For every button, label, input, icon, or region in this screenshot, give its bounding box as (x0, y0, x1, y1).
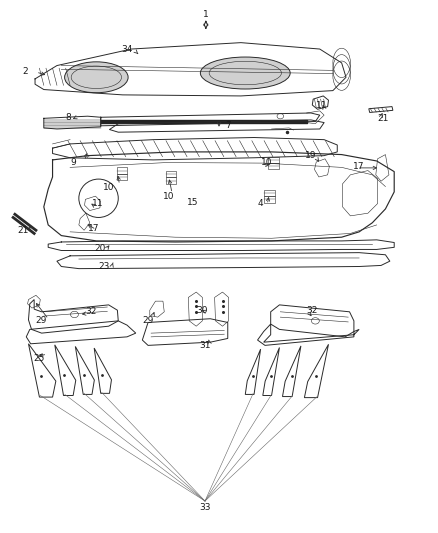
Text: 21: 21 (378, 114, 389, 123)
Bar (117, 174, 127, 180)
Text: 23: 23 (99, 262, 110, 271)
Text: 17: 17 (353, 162, 365, 171)
Text: 29: 29 (142, 317, 154, 325)
Text: 4: 4 (258, 199, 263, 208)
Bar (117, 167, 127, 174)
Text: 21: 21 (17, 226, 28, 235)
Text: 29: 29 (35, 317, 46, 325)
Text: 2: 2 (22, 68, 28, 76)
Text: 10: 10 (163, 192, 174, 200)
Text: 33: 33 (199, 503, 211, 512)
Bar (268, 157, 279, 163)
Text: 17: 17 (88, 224, 100, 232)
Text: 11: 11 (92, 199, 103, 208)
Text: 20: 20 (94, 244, 106, 253)
Text: 11: 11 (316, 101, 328, 110)
Bar (268, 163, 279, 169)
Text: 15: 15 (187, 198, 198, 207)
Text: 19: 19 (305, 151, 317, 160)
Text: 7: 7 (225, 121, 231, 130)
Text: 30: 30 (197, 306, 208, 314)
Text: 10: 10 (261, 158, 272, 167)
Bar (264, 190, 275, 196)
Bar (166, 177, 176, 184)
Text: 32: 32 (306, 306, 318, 314)
Bar (166, 171, 176, 177)
Ellipse shape (65, 62, 128, 93)
Bar (264, 196, 275, 203)
Text: 8: 8 (65, 113, 71, 122)
Text: 1: 1 (203, 11, 209, 19)
Text: 32: 32 (85, 308, 97, 316)
Text: 31: 31 (199, 341, 211, 350)
Text: 10: 10 (103, 183, 114, 192)
Text: 9: 9 (71, 158, 77, 167)
Text: 34: 34 (121, 45, 133, 53)
Ellipse shape (201, 57, 290, 89)
Text: 25: 25 (34, 354, 45, 362)
